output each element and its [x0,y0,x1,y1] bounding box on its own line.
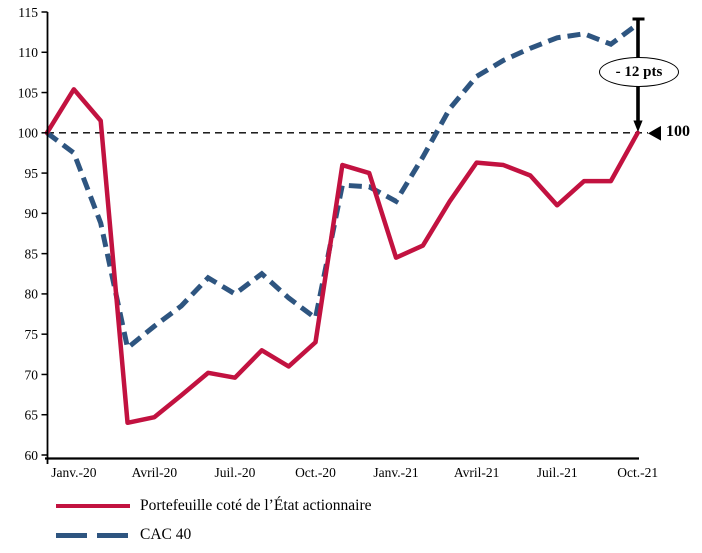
y-tick-label: 70 [25,367,39,382]
legend-item-cac40: CAC 40 [56,524,372,546]
portefeuille-line-swatch [56,503,130,509]
y-tick-label: 95 [25,166,39,181]
x-tick-label: Juil.-20 [215,465,256,480]
y-tick-label: 105 [18,85,39,100]
y-tick-label: 100 [18,126,39,141]
y-tick-label: 90 [25,206,39,221]
y-tick-label: 85 [25,246,39,261]
legend-item-portefeuille: Portefeuille coté de l’État actionnaire [56,495,372,517]
x-tick-label: Janv.-20 [51,465,96,480]
portefeuille-legend-label: Portefeuille coté de l’État actionnaire [140,497,372,514]
y-tick-label: 65 [25,408,39,423]
x-tick-label: Avril-20 [132,465,178,480]
x-tick-label: Oct.-21 [617,465,658,480]
baseline-marker-triangle [648,125,661,141]
y-tick-label: 80 [25,287,39,302]
portefeuille-line [44,87,640,426]
x-tick-label: Oct.-20 [295,465,336,480]
baseline-value-label: 100 [666,123,690,140]
x-tick-label: Janv.-21 [373,465,418,480]
legend: Portefeuille coté de l’État actionnaire … [56,495,372,546]
y-tick-label: 75 [25,327,39,342]
cac40-line [45,22,640,353]
x-tick-label: Juil.-21 [537,465,578,480]
delta-annotation: - 12 pts [599,57,679,87]
y-tick-label: 60 [25,448,39,463]
x-tick-label: Avril-21 [454,465,500,480]
y-tick-label: 110 [18,45,38,60]
y-tick-label: 115 [18,5,38,20]
cac40-legend-label: CAC 40 [140,526,192,543]
cac40-line-swatch [56,532,130,538]
